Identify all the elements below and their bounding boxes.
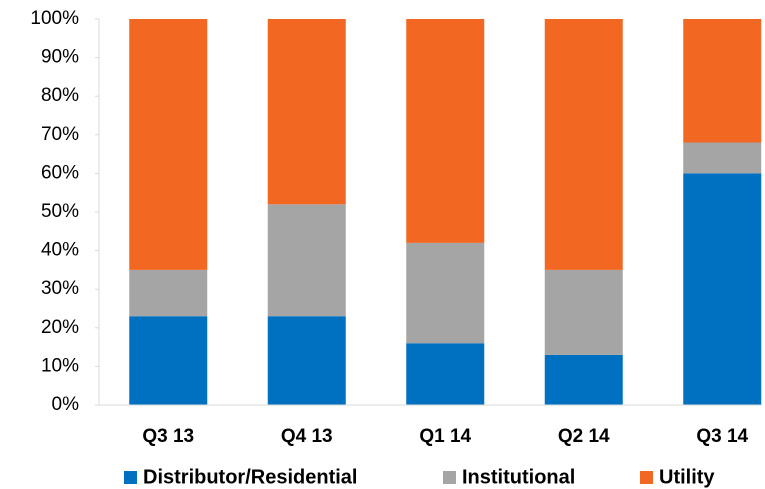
bar-segment bbox=[129, 269, 208, 317]
legend-label: Distributor/Residential bbox=[143, 466, 357, 488]
bar-segment bbox=[683, 19, 762, 143]
legend-swatch bbox=[640, 471, 653, 484]
legend-label: Institutional bbox=[462, 466, 575, 488]
x-tick-label: Q3 13 bbox=[142, 426, 194, 447]
bar-segment bbox=[267, 316, 346, 405]
bar-segment bbox=[129, 316, 208, 405]
bar-segment bbox=[683, 142, 762, 174]
y-tick-label: 80% bbox=[41, 85, 79, 106]
bar-segment bbox=[544, 354, 623, 405]
bar-segment bbox=[406, 343, 485, 405]
bar-segment bbox=[406, 19, 485, 243]
y-tick-label: 70% bbox=[41, 124, 79, 145]
y-tick-label: 40% bbox=[41, 240, 79, 261]
legend-swatch bbox=[124, 471, 137, 484]
y-tick-label: 0% bbox=[52, 394, 80, 415]
y-tick-label: 30% bbox=[41, 278, 79, 299]
x-tick-label: Q3 14 bbox=[696, 426, 748, 447]
x-tick-label: Q1 14 bbox=[419, 426, 471, 447]
bar-segment bbox=[544, 19, 623, 270]
y-tick-label: 90% bbox=[41, 47, 79, 68]
bar-segment bbox=[406, 242, 485, 344]
bar-segment bbox=[267, 204, 346, 317]
y-tick-label: 50% bbox=[41, 201, 79, 222]
bar-segment bbox=[129, 19, 208, 270]
x-tick-label: Q4 13 bbox=[281, 426, 333, 447]
bar-segment bbox=[544, 269, 623, 355]
y-tick-label: 20% bbox=[41, 317, 79, 338]
y-tick-label: 60% bbox=[41, 162, 79, 183]
legend-swatch bbox=[443, 471, 456, 484]
bar-segment bbox=[683, 173, 762, 405]
y-tick-label: 10% bbox=[41, 355, 79, 376]
legend-label: Utility bbox=[659, 466, 715, 488]
bar-segment bbox=[267, 19, 346, 205]
y-tick-label: 100% bbox=[30, 8, 79, 29]
x-tick-label: Q2 14 bbox=[558, 426, 610, 447]
